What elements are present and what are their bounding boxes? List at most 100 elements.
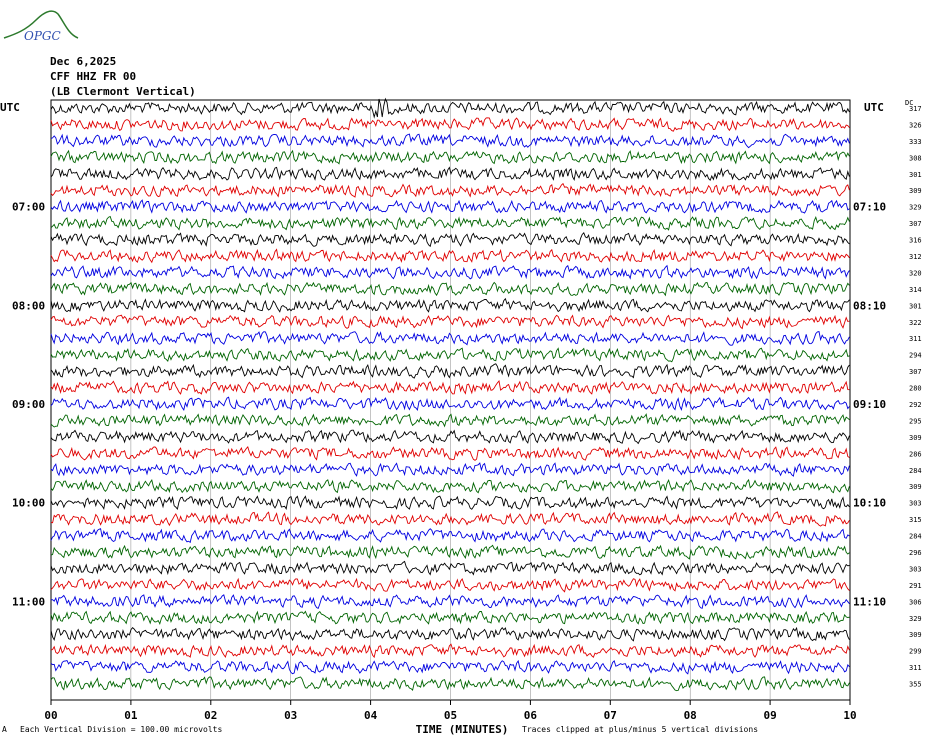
time-label-right: 09:10: [853, 398, 886, 411]
time-label-right: 10:10: [853, 497, 886, 510]
dc-offset-value: 309: [909, 434, 922, 442]
dc-offset-value: 307: [909, 368, 922, 376]
dc-offset-value: 307: [909, 220, 922, 228]
dc-offset-value: 295: [909, 417, 922, 425]
dc-offset-value: 312: [909, 253, 922, 261]
seismic-trace: [50, 166, 850, 182]
x-tick-label: 10: [843, 709, 856, 722]
seismic-trace: [50, 462, 850, 477]
seismic-trace: [50, 528, 850, 544]
seismic-trace: [50, 117, 850, 132]
dc-offset-value: 309: [909, 483, 922, 491]
seismic-trace: [50, 413, 850, 428]
dc-label: DC: [905, 99, 914, 107]
seismic-trace: [50, 429, 850, 445]
dc-offset-value: 322: [909, 319, 922, 327]
time-label-left: 10:00: [12, 497, 45, 510]
x-tick-label: 01: [124, 709, 138, 722]
dc-offset-value: 306: [909, 598, 922, 606]
clip-note: Traces clipped at plus/minus 5 vertical …: [522, 725, 759, 734]
dc-offset-value: 296: [909, 549, 922, 557]
logo-text: OPGC: [24, 29, 61, 43]
scale-note: Each Vertical Division = 100.00 microvol…: [20, 725, 223, 734]
dc-offset-value: 333: [909, 138, 922, 146]
seismic-trace: [50, 643, 850, 659]
seismic-trace: [50, 511, 850, 527]
dc-offset-value: 284: [909, 467, 922, 475]
dc-offset-value: 299: [909, 648, 922, 656]
seismic-trace: [50, 133, 850, 149]
time-label-left: 11:00: [12, 595, 45, 608]
dc-offset-value: 284: [909, 533, 922, 541]
seismic-trace: [50, 314, 850, 330]
seismic-trace: [50, 626, 850, 642]
dc-offset-value: 320: [909, 269, 922, 277]
x-tick-label: 06: [524, 709, 538, 722]
seismic-trace: [50, 379, 850, 395]
dc-offset-value: 315: [909, 516, 922, 524]
time-label-right: 11:10: [853, 595, 886, 608]
x-tick-label: 05: [444, 709, 457, 722]
seismic-trace: [50, 347, 850, 363]
opgc-logo: OPGC: [2, 4, 82, 48]
seismic-trace: [50, 97, 850, 119]
time-label-left: 09:00: [12, 398, 45, 411]
seismic-trace: [50, 281, 850, 297]
seismic-trace: [50, 445, 850, 461]
seismic-trace: [50, 330, 850, 346]
dc-offset-value: 311: [909, 664, 922, 672]
time-label-left: 08:00: [12, 299, 45, 312]
time-label-left: 07:00: [12, 201, 45, 214]
x-axis-label: TIME (MINUTES): [416, 723, 509, 736]
seismic-trace: [50, 495, 850, 511]
utc-label-left: UTC: [0, 101, 20, 114]
seismic-trace: [50, 560, 850, 576]
seismic-trace: [50, 544, 850, 560]
dc-offset-value: 286: [909, 450, 922, 458]
seismic-trace: [50, 478, 850, 494]
corner-mark: A: [2, 725, 7, 734]
seismic-trace: [50, 577, 850, 593]
x-tick-label: 08: [684, 709, 697, 722]
dc-offset-value: 314: [909, 286, 922, 294]
x-tick-label: 00: [44, 709, 57, 722]
dc-offset-value: 292: [909, 401, 922, 409]
x-tick-label: 02: [204, 709, 217, 722]
utc-label-right: UTC: [864, 101, 884, 114]
seismic-trace: [50, 659, 850, 675]
dc-offset-value: 311: [909, 335, 922, 343]
seismic-trace: [50, 199, 850, 214]
dc-offset-value: 294: [909, 352, 922, 360]
station-location: (LB Clermont Vertical): [50, 85, 196, 98]
dc-offset-value: 317: [909, 105, 922, 113]
seismic-trace: [50, 248, 850, 264]
seismic-trace: [50, 297, 850, 313]
dc-offset-value: 309: [909, 187, 922, 195]
time-label-right: 07:10: [853, 201, 886, 214]
dc-offset-value: 309: [909, 631, 922, 639]
dc-offset-value: 301: [909, 302, 922, 310]
dc-offset-value: 280: [909, 385, 922, 393]
x-tick-label: 07: [604, 709, 617, 722]
time-label-right: 08:10: [853, 299, 886, 312]
seismic-trace: [50, 610, 850, 626]
dc-offset-value: 308: [909, 154, 922, 162]
seismic-trace: [50, 182, 850, 198]
dc-offset-value: 291: [909, 582, 922, 590]
x-tick-label: 03: [284, 709, 297, 722]
x-tick-label: 04: [364, 709, 378, 722]
seismic-trace: [50, 363, 850, 379]
dc-offset-value: 355: [909, 681, 922, 689]
seismic-trace: [50, 676, 850, 692]
seismic-trace: [50, 264, 850, 280]
dc-offset-value: 326: [909, 121, 922, 129]
dc-offset-value: 301: [909, 171, 922, 179]
seismic-trace: [50, 215, 850, 231]
dc-offset-value: 303: [909, 565, 922, 573]
station-code: CFF HHZ FR 00: [50, 70, 137, 83]
seismic-trace: [50, 594, 850, 610]
seismic-trace: [50, 396, 850, 411]
dc-offset-value: 303: [909, 500, 922, 508]
seismic-trace: [50, 231, 850, 248]
